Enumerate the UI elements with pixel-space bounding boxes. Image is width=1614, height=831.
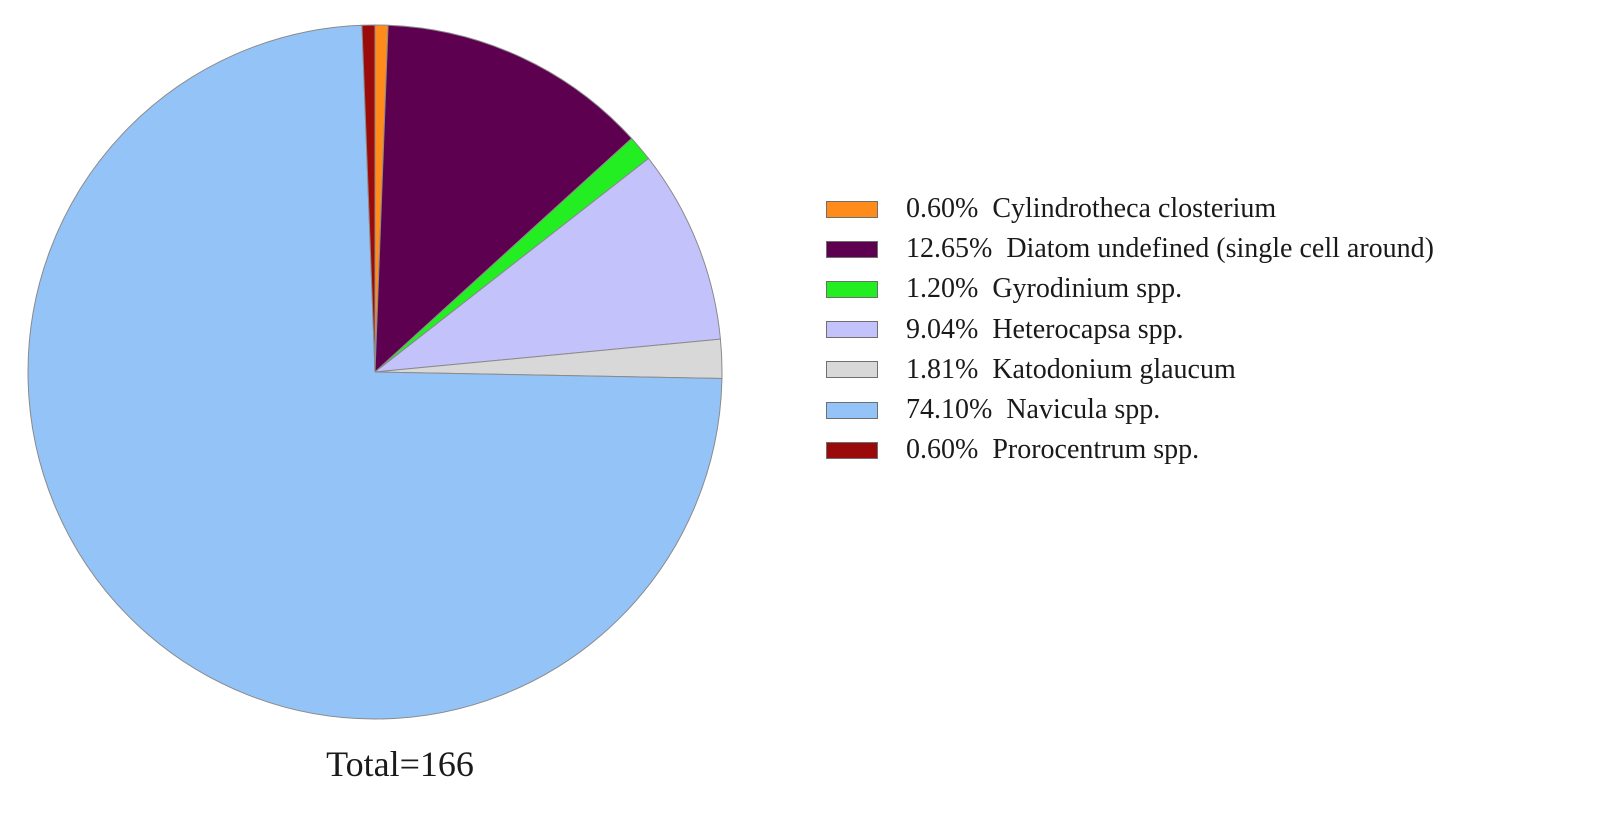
pie-slice-diatom-undefined-single-cell-around xyxy=(374,24,633,373)
legend-label: 1.81% Katodonium glaucum xyxy=(906,353,1236,385)
legend-label: 74.10% Navicula spp. xyxy=(906,396,1160,424)
legend-swatch xyxy=(826,321,878,339)
pie-plot-area xyxy=(27,24,723,720)
legend-series-name: Prorocentrum spp. xyxy=(992,434,1200,466)
legend-swatch xyxy=(826,441,878,459)
legend-series-name: Diatom undefined (single cell around) xyxy=(1006,233,1434,265)
legend-percent: 74.10% xyxy=(906,394,993,426)
legend-label: 0.60% Cylindrotheca closterium xyxy=(906,195,1276,223)
legend-item: 1.20% Gyrodinium spp. xyxy=(826,269,1434,309)
legend-item: 0.60% Prorocentrum spp. xyxy=(826,430,1434,470)
legend-percent: 1.81% xyxy=(906,353,979,385)
legend-series-name: Heterocapsa spp. xyxy=(992,313,1184,345)
total-annotation: Total=166 xyxy=(326,744,474,784)
legend-percent: 0.60% xyxy=(906,193,979,225)
legend-swatch xyxy=(826,280,878,298)
legend-item: 0.60% Cylindrotheca closterium xyxy=(826,189,1434,229)
legend-percent: 1.20% xyxy=(906,273,979,305)
legend-item: 9.04% Heterocapsa spp. xyxy=(826,310,1434,350)
legend-percent: 12.65% xyxy=(906,233,993,265)
legend-item: 12.65% Diatom undefined (single cell aro… xyxy=(826,229,1434,269)
legend-series-name: Gyrodinium spp. xyxy=(992,273,1183,305)
legend-label: 12.65% Diatom undefined (single cell aro… xyxy=(906,235,1434,263)
legend-percent: 0.60% xyxy=(906,434,979,466)
pie-slice-prorocentrum-spp xyxy=(361,24,376,373)
legend-label: 0.60% Prorocentrum spp. xyxy=(906,436,1199,464)
legend: 0.60% Cylindrotheca closterium 12.65% Dia… xyxy=(826,189,1434,470)
legend-swatch xyxy=(826,200,878,218)
legend-series-name: Navicula spp. xyxy=(1006,394,1161,426)
legend-item: 1.81% Katodonium glaucum xyxy=(826,350,1434,390)
legend-swatch xyxy=(826,401,878,419)
legend-item: 74.10% Navicula spp. xyxy=(826,390,1434,430)
legend-label: 9.04% Heterocapsa spp. xyxy=(906,313,1184,345)
legend-series-name: Cylindrotheca closterium xyxy=(992,193,1277,225)
legend-series-name: Katodonium glaucum xyxy=(992,353,1236,385)
legend-percent: 9.04% xyxy=(906,313,979,345)
legend-label: 1.20% Gyrodinium spp. xyxy=(906,275,1182,303)
pie-slice-heterocapsa-spp xyxy=(374,157,721,373)
legend-swatch xyxy=(826,361,878,379)
legend-swatch xyxy=(826,240,878,258)
